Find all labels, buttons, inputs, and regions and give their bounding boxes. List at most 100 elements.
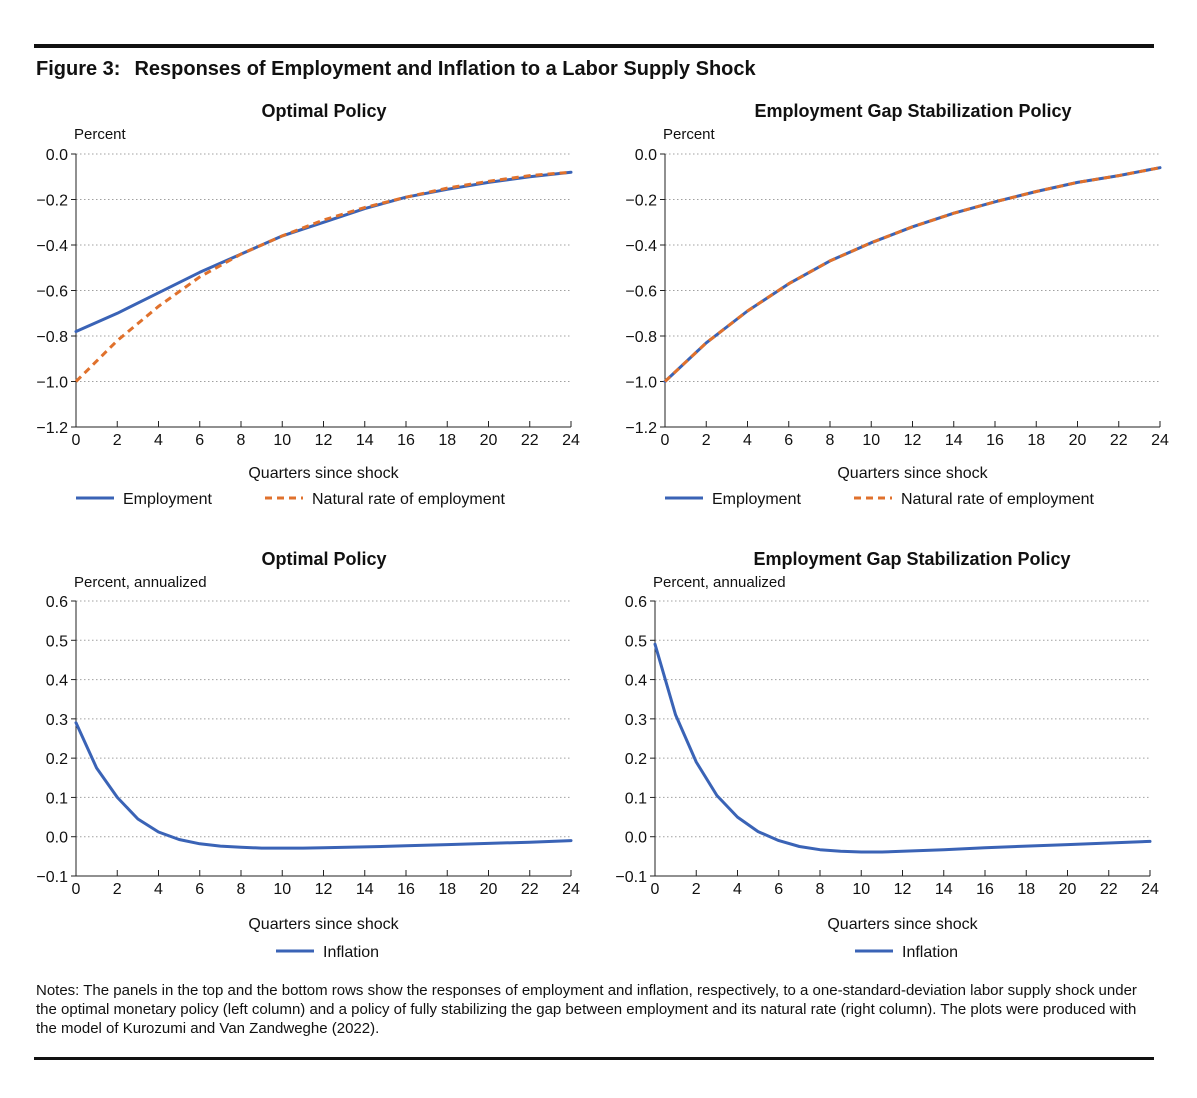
legend-label: Inflation bbox=[902, 944, 958, 961]
chart-panel-1: Optimal Policy Percent 0.0 −0.2 −0.4 −0.6 −0.8… bbox=[36, 101, 580, 508]
x-tick-label: 16 bbox=[976, 881, 994, 898]
y-tick-label: 0.5 bbox=[625, 633, 647, 650]
y-tick-label: −0.8 bbox=[625, 329, 657, 346]
x-tick-label: 14 bbox=[935, 881, 953, 898]
legend-label: Inflation bbox=[323, 944, 379, 961]
y-tick-label: 0.0 bbox=[46, 830, 68, 847]
x-tick-label: 4 bbox=[743, 432, 752, 449]
x-tick-label: 6 bbox=[774, 881, 783, 898]
figure-label: Figure 3: bbox=[36, 58, 121, 80]
y-tick-label: 0.3 bbox=[625, 712, 647, 729]
y-axis-label: Percent bbox=[663, 126, 716, 143]
x-tick-label: 0 bbox=[661, 432, 670, 449]
x-tick-label: 12 bbox=[315, 881, 333, 898]
y-tick-label: 0.4 bbox=[46, 673, 68, 690]
x-tick-label: 2 bbox=[113, 432, 122, 449]
x-axis-label: Quarters since shock bbox=[827, 916, 978, 933]
y-tick-label: 0.0 bbox=[635, 147, 657, 164]
chart-panel-4: Employment Gap Stabilization Policy Perce… bbox=[615, 549, 1159, 961]
y-tick-label: −1.0 bbox=[36, 375, 68, 392]
y-axis-label: Percent, annualized bbox=[653, 574, 786, 591]
x-tick-label: 10 bbox=[273, 881, 291, 898]
y-tick-label: 0.2 bbox=[46, 751, 68, 768]
y-tick-label: −0.1 bbox=[36, 869, 68, 886]
x-tick-label: 12 bbox=[904, 432, 922, 449]
y-tick-label: 0.1 bbox=[625, 790, 647, 807]
x-tick-label: 2 bbox=[113, 881, 122, 898]
x-tick-label: 16 bbox=[986, 432, 1004, 449]
y-tick-label: −1.2 bbox=[36, 420, 68, 437]
figure-title: Figure 3: Responses of Employment and Inf… bbox=[36, 58, 756, 81]
x-tick-label: 10 bbox=[852, 881, 870, 898]
x-tick-label: 14 bbox=[356, 881, 374, 898]
x-tick-label: 20 bbox=[480, 881, 498, 898]
figure-title-text: Responses of Employment and Inflation to… bbox=[134, 58, 756, 80]
x-tick-label: 14 bbox=[356, 432, 374, 449]
y-tick-label: 0.3 bbox=[46, 712, 68, 729]
x-tick-label: 12 bbox=[894, 881, 912, 898]
x-tick-label: 20 bbox=[1059, 881, 1077, 898]
x-tick-label: 20 bbox=[480, 432, 498, 449]
x-tick-label: 14 bbox=[945, 432, 963, 449]
x-tick-label: 22 bbox=[1110, 432, 1128, 449]
chart-panel-3: Optimal Policy Percent, annualized 0.6 0.5 0… bbox=[36, 549, 580, 961]
y-tick-label: −0.2 bbox=[36, 193, 68, 210]
legend-label: Natural rate of employment bbox=[901, 491, 1095, 508]
x-tick-label: 0 bbox=[72, 432, 81, 449]
x-tick-label: 4 bbox=[154, 881, 163, 898]
y-tick-label: 0.2 bbox=[625, 751, 647, 768]
y-tick-label: −0.4 bbox=[36, 238, 68, 255]
series-line-employment bbox=[74, 170, 573, 333]
series-line-inflation bbox=[653, 642, 1152, 854]
top-rule bbox=[34, 44, 1154, 48]
x-tick-label: 4 bbox=[154, 432, 163, 449]
legend-label: Employment bbox=[712, 491, 801, 508]
x-tick-label: 2 bbox=[692, 881, 701, 898]
series-line-natural-rate-of-employment bbox=[663, 166, 1161, 383]
x-tick-label: 6 bbox=[784, 432, 793, 449]
x-axis-label: Quarters since shock bbox=[837, 465, 988, 482]
series-line-inflation bbox=[74, 721, 573, 850]
x-tick-label: 10 bbox=[862, 432, 880, 449]
x-tick-label: 8 bbox=[826, 432, 835, 449]
y-tick-label: 0.4 bbox=[625, 673, 647, 690]
y-tick-label: 0.5 bbox=[46, 633, 68, 650]
y-tick-label: 0.0 bbox=[46, 147, 68, 164]
x-tick-label: 18 bbox=[1027, 432, 1045, 449]
x-tick-label: 8 bbox=[816, 881, 825, 898]
x-tick-label: 20 bbox=[1069, 432, 1087, 449]
x-tick-label: 0 bbox=[651, 881, 660, 898]
x-tick-label: 0 bbox=[72, 881, 81, 898]
bottom-rule bbox=[34, 1057, 1154, 1060]
x-tick-label: 24 bbox=[562, 432, 580, 449]
y-tick-label: −0.6 bbox=[36, 284, 68, 301]
y-axis-label: Percent bbox=[74, 126, 127, 143]
x-tick-label: 4 bbox=[733, 881, 742, 898]
chart-title: Optimal Policy bbox=[261, 549, 386, 569]
y-tick-label: −0.6 bbox=[625, 284, 657, 301]
x-tick-label: 22 bbox=[1100, 881, 1118, 898]
y-tick-label: −0.1 bbox=[615, 869, 647, 886]
x-tick-label: 16 bbox=[397, 432, 415, 449]
x-axis-label: Quarters since shock bbox=[248, 916, 399, 933]
legend-label: Employment bbox=[123, 491, 212, 508]
series-line-natural-rate-of-employment bbox=[74, 170, 572, 383]
chart-title: Employment Gap Stabilization Policy bbox=[754, 101, 1071, 121]
x-tick-label: 24 bbox=[1141, 881, 1159, 898]
y-tick-label: −1.0 bbox=[625, 375, 657, 392]
x-tick-label: 22 bbox=[521, 881, 539, 898]
y-tick-label: 0.1 bbox=[46, 790, 68, 807]
x-tick-label: 2 bbox=[702, 432, 711, 449]
y-tick-label: 0.6 bbox=[625, 594, 647, 611]
figure-notes: Notes: The panels in the top and the bot… bbox=[36, 982, 1137, 1037]
x-tick-label: 22 bbox=[521, 432, 539, 449]
x-tick-label: 8 bbox=[237, 432, 246, 449]
x-tick-label: 12 bbox=[315, 432, 333, 449]
y-axis-label: Percent, annualized bbox=[74, 574, 207, 591]
y-tick-label: −0.4 bbox=[625, 238, 657, 255]
y-tick-label: −0.2 bbox=[625, 193, 657, 210]
x-tick-label: 6 bbox=[195, 432, 204, 449]
x-tick-label: 18 bbox=[1017, 881, 1035, 898]
legend-label: Natural rate of employment bbox=[312, 491, 506, 508]
x-tick-label: 10 bbox=[273, 432, 291, 449]
